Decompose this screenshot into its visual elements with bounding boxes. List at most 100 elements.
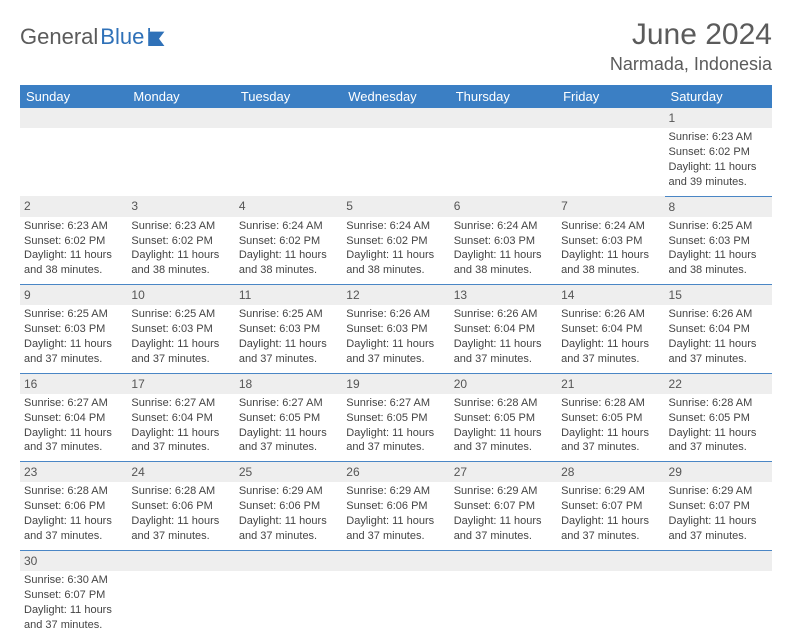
day-number-cell [342,550,449,571]
daylight-text: Daylight: 11 hours [454,426,553,441]
sunset-text: Sunset: 6:04 PM [669,322,768,337]
sunset-text: Sunset: 6:05 PM [239,411,338,426]
day-number-cell [450,550,557,571]
sunset-text: Sunset: 6:04 PM [131,411,230,426]
daylight-text: Daylight: 11 hours [561,337,660,352]
daylight-text: Daylight: 11 hours [131,248,230,263]
weekday-header: Saturday [665,85,772,108]
empty-cell [235,571,342,638]
day-number-row: 9101112131415 [20,285,772,306]
day-number-cell: 21 [557,373,664,394]
day-number-cell: 26 [342,462,449,483]
flag-icon [148,28,170,46]
daylight-text: and 37 minutes. [669,529,768,544]
title-block: June 2024 Narmada, Indonesia [610,18,772,75]
sunrise-text: Sunrise: 6:24 AM [346,219,445,234]
sunrise-text: Sunrise: 6:28 AM [131,484,230,499]
day-number-cell [235,550,342,571]
day-detail-cell: Sunrise: 6:29 AMSunset: 6:07 PMDaylight:… [450,482,557,550]
daylight-text: and 38 minutes. [24,263,123,278]
day-number-cell [557,550,664,571]
sunrise-text: Sunrise: 6:26 AM [346,307,445,322]
day-detail-cell: Sunrise: 6:29 AMSunset: 6:06 PMDaylight:… [342,482,449,550]
daylight-text: and 37 minutes. [131,529,230,544]
day-number-cell [450,108,557,128]
daylight-text: and 37 minutes. [239,440,338,455]
daylight-text: Daylight: 11 hours [346,514,445,529]
empty-cell [235,128,342,196]
day-number-cell [342,108,449,128]
empty-cell [450,571,557,638]
sunset-text: Sunset: 6:06 PM [131,499,230,514]
day-detail-cell: Sunrise: 6:24 AMSunset: 6:03 PMDaylight:… [557,217,664,285]
weekday-header: Monday [127,85,234,108]
daylight-text: Daylight: 11 hours [24,248,123,263]
day-detail-cell: Sunrise: 6:28 AMSunset: 6:06 PMDaylight:… [20,482,127,550]
day-number-row: 23242526272829 [20,462,772,483]
day-detail-cell: Sunrise: 6:23 AMSunset: 6:02 PMDaylight:… [127,217,234,285]
day-detail-row: Sunrise: 6:25 AMSunset: 6:03 PMDaylight:… [20,305,772,373]
day-detail-cell: Sunrise: 6:25 AMSunset: 6:03 PMDaylight:… [235,305,342,373]
sunrise-text: Sunrise: 6:27 AM [346,396,445,411]
weekday-header: Thursday [450,85,557,108]
day-detail-cell: Sunrise: 6:23 AMSunset: 6:02 PMDaylight:… [20,217,127,285]
day-number-cell: 15 [665,285,772,306]
daylight-text: Daylight: 11 hours [454,514,553,529]
sunrise-text: Sunrise: 6:25 AM [669,219,768,234]
sunrise-text: Sunrise: 6:30 AM [24,573,123,588]
day-detail-cell: Sunrise: 6:26 AMSunset: 6:04 PMDaylight:… [557,305,664,373]
day-detail-cell: Sunrise: 6:28 AMSunset: 6:05 PMDaylight:… [665,394,772,462]
daylight-text: Daylight: 11 hours [561,426,660,441]
daylight-text: and 37 minutes. [24,618,123,633]
day-detail-cell: Sunrise: 6:24 AMSunset: 6:02 PMDaylight:… [235,217,342,285]
day-detail-cell: Sunrise: 6:28 AMSunset: 6:05 PMDaylight:… [450,394,557,462]
sunset-text: Sunset: 6:02 PM [131,234,230,249]
daylight-text: Daylight: 11 hours [24,337,123,352]
day-number-cell [127,108,234,128]
day-number-cell: 27 [450,462,557,483]
day-detail-cell: Sunrise: 6:29 AMSunset: 6:07 PMDaylight:… [557,482,664,550]
sunrise-text: Sunrise: 6:25 AM [239,307,338,322]
daylight-text: Daylight: 11 hours [131,514,230,529]
daylight-text: Daylight: 11 hours [346,426,445,441]
empty-cell [342,571,449,638]
sunrise-text: Sunrise: 6:29 AM [561,484,660,499]
day-number-row: 2345678 [20,196,772,217]
day-detail-cell: Sunrise: 6:24 AMSunset: 6:03 PMDaylight:… [450,217,557,285]
daylight-text: and 37 minutes. [239,352,338,367]
daylight-text: and 37 minutes. [346,529,445,544]
daylight-text: and 38 minutes. [346,263,445,278]
sunset-text: Sunset: 6:04 PM [561,322,660,337]
day-number-cell: 7 [557,196,664,217]
daylight-text: Daylight: 11 hours [24,603,123,618]
sunrise-text: Sunrise: 6:26 AM [561,307,660,322]
sunset-text: Sunset: 6:05 PM [454,411,553,426]
sunrise-text: Sunrise: 6:24 AM [561,219,660,234]
day-detail-cell: Sunrise: 6:27 AMSunset: 6:05 PMDaylight:… [342,394,449,462]
daylight-text: Daylight: 11 hours [669,337,768,352]
sunset-text: Sunset: 6:03 PM [454,234,553,249]
sunset-text: Sunset: 6:03 PM [669,234,768,249]
sunrise-text: Sunrise: 6:28 AM [24,484,123,499]
day-detail-cell: Sunrise: 6:27 AMSunset: 6:04 PMDaylight:… [127,394,234,462]
empty-cell [127,128,234,196]
sunset-text: Sunset: 6:02 PM [24,234,123,249]
empty-cell [450,128,557,196]
page-header: General Blue June 2024 Narmada, Indonesi… [20,18,772,75]
sunset-text: Sunset: 6:04 PM [24,411,123,426]
day-number-cell: 6 [450,196,557,217]
sunrise-text: Sunrise: 6:26 AM [669,307,768,322]
daylight-text: Daylight: 11 hours [131,426,230,441]
brand-logo: General Blue [20,18,170,50]
sunset-text: Sunset: 6:07 PM [669,499,768,514]
sunset-text: Sunset: 6:06 PM [346,499,445,514]
daylight-text: and 37 minutes. [561,440,660,455]
sunrise-text: Sunrise: 6:23 AM [24,219,123,234]
weekday-header: Friday [557,85,664,108]
day-detail-cell: Sunrise: 6:25 AMSunset: 6:03 PMDaylight:… [20,305,127,373]
sunset-text: Sunset: 6:02 PM [346,234,445,249]
daylight-text: Daylight: 11 hours [239,248,338,263]
empty-cell [665,571,772,638]
day-number-row: 16171819202122 [20,373,772,394]
empty-cell [342,128,449,196]
